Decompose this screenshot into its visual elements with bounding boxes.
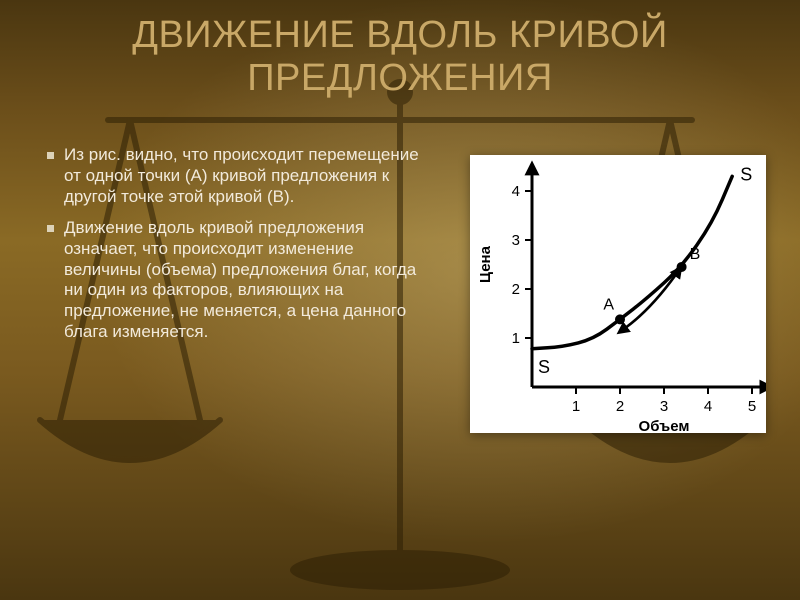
svg-text:5: 5 (748, 398, 756, 415)
svg-text:1: 1 (512, 330, 520, 347)
bullet-item: Движение вдоль кривой предложения означа… (44, 218, 424, 343)
chart-svg: 1 2 3 4 5 1 2 3 4 Объем Цена A B S S (470, 155, 766, 433)
svg-text:Объем: Объем (639, 418, 690, 433)
svg-text:1: 1 (572, 398, 580, 415)
svg-text:2: 2 (512, 281, 520, 298)
svg-text:Цена: Цена (477, 245, 494, 283)
svg-text:A: A (603, 296, 614, 313)
title-line-1: ДВИЖЕНИЕ ВДОЛЬ КРИВОЙ (132, 14, 668, 56)
svg-text:S: S (740, 164, 752, 184)
svg-text:2: 2 (616, 398, 624, 415)
title-line-2: ПРЕДЛОЖЕНИЯ (247, 57, 553, 99)
slide-root: ДВИЖЕНИЕ ВДОЛЬ КРИВОЙ ПРЕДЛОЖЕНИЯ Из рис… (0, 0, 800, 600)
slide-title: ДВИЖЕНИЕ ВДОЛЬ КРИВОЙ ПРЕДЛОЖЕНИЯ (0, 14, 800, 99)
body-text: Из рис. видно, что происходит перемещени… (44, 145, 424, 353)
svg-text:3: 3 (512, 232, 520, 249)
svg-text:3: 3 (660, 398, 668, 415)
svg-text:4: 4 (512, 183, 520, 200)
supply-curve-chart: 1 2 3 4 5 1 2 3 4 Объем Цена A B S S (470, 155, 766, 433)
svg-text:B: B (690, 246, 701, 263)
bullet-item: Из рис. видно, что происходит перемещени… (44, 145, 424, 208)
svg-text:S: S (538, 357, 550, 377)
bullet-list: Из рис. видно, что происходит перемещени… (44, 145, 424, 343)
svg-text:4: 4 (704, 398, 712, 415)
bullet-text: Движение вдоль кривой предложения означа… (64, 218, 416, 342)
bullet-text: Из рис. видно, что происходит перемещени… (64, 145, 419, 206)
